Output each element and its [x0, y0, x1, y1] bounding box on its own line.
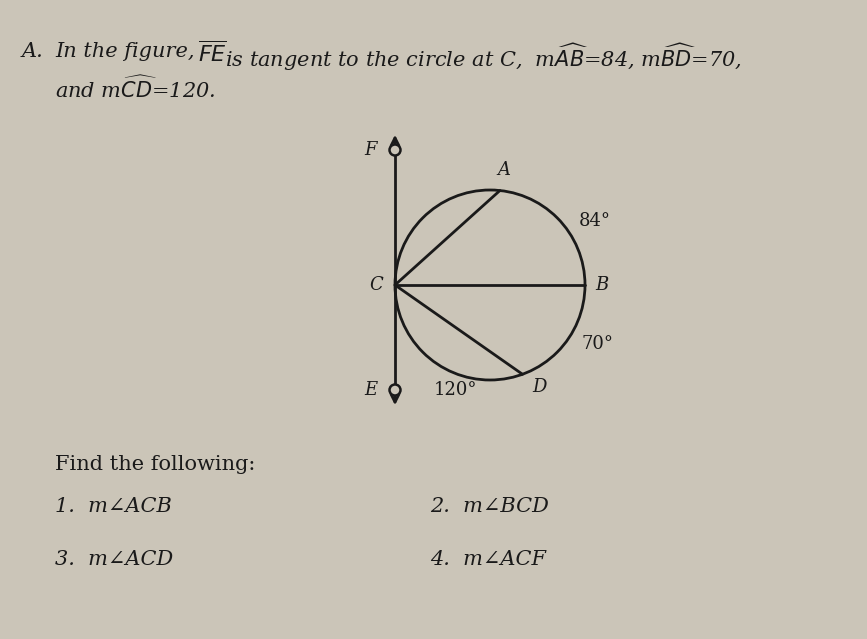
Text: F: F: [364, 141, 377, 159]
Circle shape: [390, 146, 400, 155]
Text: E: E: [364, 381, 377, 399]
Text: 4.  m∠ACF: 4. m∠ACF: [430, 550, 546, 569]
Text: In the figure,: In the figure,: [55, 42, 194, 61]
Text: C: C: [369, 276, 383, 294]
Text: D: D: [532, 378, 547, 396]
Text: A.: A.: [22, 42, 43, 61]
Text: and m$\widehat{CD}$=120.: and m$\widehat{CD}$=120.: [55, 76, 216, 102]
Text: B: B: [595, 276, 609, 294]
Text: 2.  m∠BCD: 2. m∠BCD: [430, 497, 549, 516]
Text: 1.  m∠ACB: 1. m∠ACB: [55, 497, 172, 516]
Text: A: A: [498, 160, 511, 178]
Text: Find the following:: Find the following:: [55, 455, 256, 474]
Text: $\overline{FE}$: $\overline{FE}$: [198, 42, 227, 67]
Text: 3.  m∠ACD: 3. m∠ACD: [55, 550, 173, 569]
Text: 120°: 120°: [434, 381, 477, 399]
Text: 84°: 84°: [578, 212, 610, 231]
Text: is tangent to the circle at C,  m$\widehat{AB}$=84, m$\widehat{BD}$=70,: is tangent to the circle at C, m$\wideha…: [225, 42, 742, 73]
Circle shape: [390, 385, 400, 394]
Text: 70°: 70°: [582, 335, 614, 353]
